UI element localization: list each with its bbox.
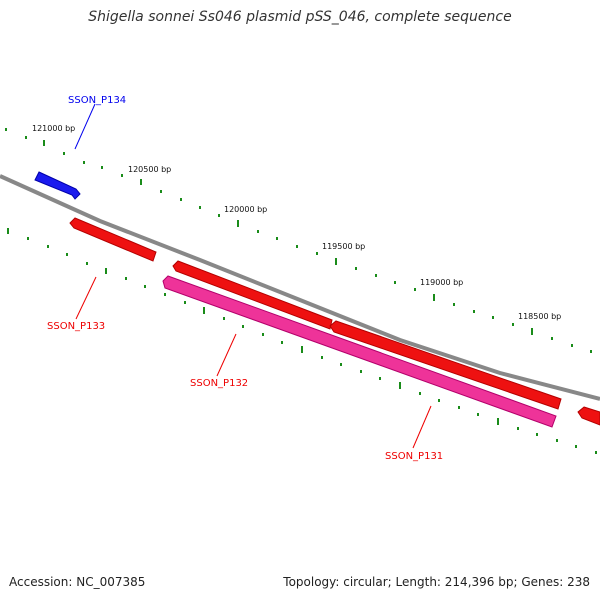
inner-tick-track (7, 228, 597, 454)
gene-features (34, 171, 600, 428)
minor-tick (5, 128, 7, 131)
gene-sson-p133[interactable] (69, 217, 157, 262)
minor-tick (125, 277, 127, 280)
gene-labels: SSON_P134 SSON_P133 SSON_P132 SSON_P131 (47, 95, 443, 462)
minor-tick (184, 301, 186, 304)
minor-tick (296, 245, 298, 248)
leader-line-p131 (412, 405, 432, 449)
major-tick (43, 140, 45, 146)
minor-tick (257, 230, 259, 233)
minor-tick (575, 445, 577, 448)
minor-tick (473, 310, 475, 313)
minor-tick (556, 439, 558, 442)
gene-label-p132[interactable]: SSON_P132 (190, 378, 248, 389)
leader-line-p133 (75, 276, 97, 320)
minor-tick (458, 406, 460, 409)
minor-tick (281, 341, 283, 344)
minor-tick (321, 356, 323, 359)
minor-tick (517, 427, 519, 430)
minor-tick (492, 316, 494, 319)
minor-tick (218, 214, 220, 217)
minor-tick (63, 152, 65, 155)
leader-line-p132 (216, 333, 237, 377)
minor-tick (223, 317, 225, 320)
gene-label-p134[interactable]: SSON_P134 (68, 95, 126, 106)
minor-tick (47, 245, 49, 248)
major-tick (399, 382, 401, 389)
minor-tick (477, 413, 479, 416)
gene-sson-p134[interactable] (34, 171, 81, 200)
minor-tick (379, 377, 381, 380)
gene-sson-p132[interactable] (172, 260, 333, 330)
outer-tick-track (5, 128, 592, 353)
minor-tick (375, 274, 377, 277)
major-tick (105, 268, 107, 274)
major-tick (335, 258, 337, 265)
minor-tick (160, 190, 162, 193)
gene-partial-right[interactable] (577, 406, 600, 426)
major-tick (140, 179, 142, 185)
major-tick (433, 294, 435, 301)
backbone-line (0, 174, 600, 401)
tick-label: 119500 bp (322, 242, 365, 251)
minor-tick (144, 285, 146, 288)
label-leaders (74, 103, 432, 449)
minor-tick (276, 237, 278, 240)
minor-tick (551, 337, 553, 340)
minor-tick (590, 350, 592, 353)
minor-tick (262, 333, 264, 336)
gene-label-p133[interactable]: SSON_P133 (47, 321, 105, 332)
tick-label: 119000 bp (420, 278, 463, 287)
tick-label: 120500 bp (128, 165, 171, 174)
minor-tick (438, 399, 440, 402)
minor-tick (25, 136, 27, 139)
minor-tick (199, 206, 201, 209)
minor-tick (595, 451, 597, 454)
minor-tick (360, 370, 362, 373)
gene-sson-p132-cont[interactable] (329, 320, 562, 410)
minor-tick (86, 262, 88, 265)
tick-label: 118500 bp (518, 312, 561, 321)
major-tick (203, 307, 205, 314)
minor-tick (83, 161, 85, 164)
tick-label: 121000 bp (32, 124, 75, 133)
minor-tick (394, 281, 396, 284)
major-tick (7, 228, 9, 234)
minor-tick (571, 344, 573, 347)
map-title: Shigella sonnei Ss046 plasmid pSS_046, c… (88, 9, 512, 25)
minor-tick (512, 323, 514, 326)
minor-tick (453, 303, 455, 306)
minor-tick (419, 392, 421, 395)
minor-tick (316, 252, 318, 255)
tick-labels: 121000 bp 120500 bp 120000 bp 119500 bp … (32, 124, 561, 321)
major-tick (497, 418, 499, 425)
accession-text: Accession: NC_007385 (9, 575, 146, 589)
leader-line-p134 (74, 103, 96, 150)
minor-tick (536, 433, 538, 436)
minor-tick (340, 363, 342, 366)
minor-tick (414, 288, 416, 291)
gene-sson-p131[interactable] (162, 275, 557, 428)
minor-tick (164, 293, 166, 296)
minor-tick (180, 198, 182, 201)
minor-tick (66, 253, 68, 256)
tick-label: 120000 bp (224, 205, 267, 214)
minor-tick (27, 237, 29, 240)
major-tick (301, 346, 303, 353)
minor-tick (355, 267, 357, 270)
major-tick (237, 220, 239, 227)
gene-label-p131[interactable]: SSON_P131 (385, 451, 443, 462)
minor-tick (242, 325, 244, 328)
minor-tick (121, 174, 123, 177)
sequence-summary-text: Topology: circular; Length: 214,396 bp; … (283, 575, 590, 589)
major-tick (531, 328, 533, 335)
minor-tick (101, 166, 103, 169)
